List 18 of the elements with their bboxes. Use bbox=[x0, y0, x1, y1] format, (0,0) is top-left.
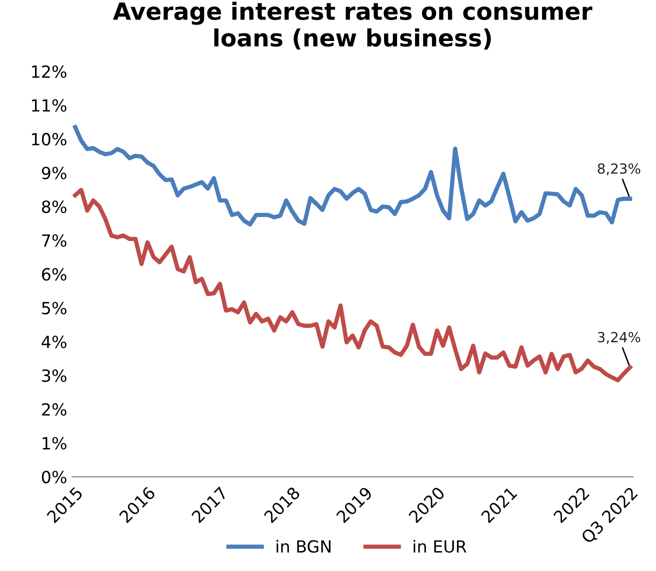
y-tick-label: 6% bbox=[42, 268, 66, 281]
y-tick-label: 7% bbox=[42, 234, 66, 247]
y-tick-label: 4% bbox=[42, 336, 66, 348]
legend-label: in EUR bbox=[414, 540, 466, 553]
y-tick-label: 9% bbox=[42, 166, 66, 180]
y-tick-label: 11% bbox=[32, 99, 66, 112]
y-tick-label: 3% bbox=[42, 369, 66, 382]
y-tick-label: 2% bbox=[42, 403, 66, 416]
data-label: 8,23% bbox=[598, 163, 640, 176]
chart-title: Average interest rates on consumer loans (new business) bbox=[112, 2, 592, 50]
y-tick-label: 8% bbox=[42, 200, 66, 214]
y-tick-label: 12% bbox=[32, 65, 66, 78]
legend-label: in BGN bbox=[276, 540, 330, 553]
y-tick-label: 10% bbox=[32, 132, 66, 146]
y-tick-label: 0% bbox=[42, 470, 66, 484]
data-label: 3,24% bbox=[598, 332, 640, 344]
y-tick-label: 5% bbox=[42, 302, 66, 314]
y-tick-label: 1% bbox=[42, 436, 66, 450]
